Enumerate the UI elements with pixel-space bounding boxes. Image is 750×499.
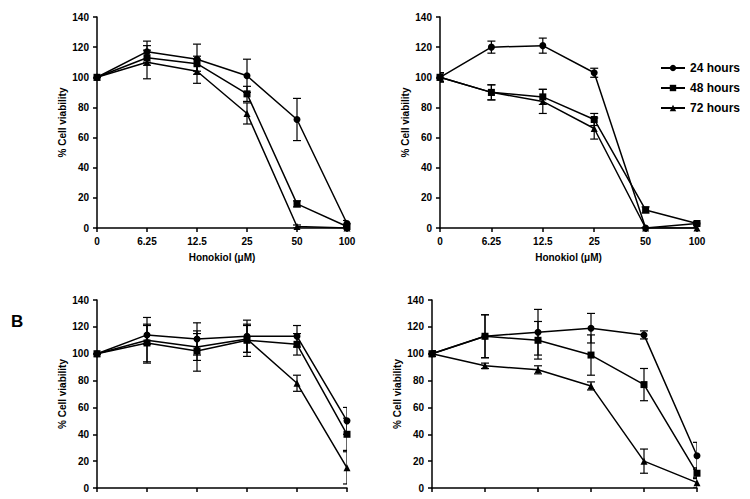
svg-text:140: 140 (72, 12, 89, 23)
svg-text:80: 80 (78, 102, 90, 113)
svg-text:Honokiol (μM): Honokiol (μM) (535, 252, 602, 263)
svg-text:100: 100 (72, 348, 89, 359)
svg-text:12.5: 12.5 (187, 236, 207, 247)
svg-text:100: 100 (72, 72, 89, 83)
svg-text:6.25: 6.25 (137, 236, 157, 247)
svg-text:20: 20 (413, 456, 425, 467)
svg-text:% Cell viability: % Cell viability (392, 359, 403, 429)
svg-text:48 hours: 48 hours (690, 81, 740, 95)
svg-text:72 hours: 72 hours (690, 101, 740, 115)
svg-text:80: 80 (413, 375, 425, 386)
svg-text:40: 40 (413, 429, 425, 440)
svg-text:20: 20 (78, 456, 90, 467)
svg-text:120: 120 (72, 42, 89, 53)
svg-text:100: 100 (689, 236, 706, 247)
svg-text:80: 80 (421, 102, 433, 113)
svg-text:50: 50 (640, 236, 652, 247)
svg-text:% Cell viability: % Cell viability (400, 87, 411, 157)
svg-text:24 hours: 24 hours (690, 61, 740, 75)
svg-text:40: 40 (421, 162, 433, 173)
svg-text:20: 20 (78, 192, 90, 203)
svg-text:% Cell viability: % Cell viability (57, 87, 68, 157)
svg-text:140: 140 (407, 295, 424, 306)
svg-text:40: 40 (78, 162, 90, 173)
svg-text:25: 25 (589, 236, 601, 247)
svg-text:0: 0 (83, 223, 89, 234)
svg-text:0: 0 (94, 236, 100, 247)
svg-text:60: 60 (78, 402, 90, 413)
svg-text:50: 50 (291, 236, 303, 247)
svg-text:120: 120 (407, 321, 424, 332)
svg-text:20: 20 (421, 192, 433, 203)
svg-text:140: 140 (415, 12, 432, 23)
svg-text:100: 100 (407, 348, 424, 359)
svg-text:100: 100 (339, 236, 356, 247)
svg-text:0: 0 (426, 223, 432, 234)
svg-text:12.5: 12.5 (533, 236, 553, 247)
svg-text:60: 60 (421, 132, 433, 143)
svg-text:40: 40 (78, 429, 90, 440)
svg-text:6.25: 6.25 (482, 236, 502, 247)
svg-text:0: 0 (418, 483, 424, 494)
svg-text:% Cell viability: % Cell viability (57, 359, 68, 429)
svg-text:140: 140 (72, 295, 89, 306)
svg-text:Honokiol (μM): Honokiol (μM) (189, 252, 256, 263)
svg-text:60: 60 (413, 402, 425, 413)
svg-text:0: 0 (83, 483, 89, 494)
svg-text:25: 25 (241, 236, 253, 247)
svg-text:120: 120 (72, 321, 89, 332)
svg-text:80: 80 (78, 375, 90, 386)
svg-text:60: 60 (78, 132, 90, 143)
svg-text:100: 100 (415, 72, 432, 83)
svg-text:B: B (11, 312, 23, 331)
svg-text:0: 0 (437, 236, 443, 247)
svg-text:120: 120 (415, 42, 432, 53)
